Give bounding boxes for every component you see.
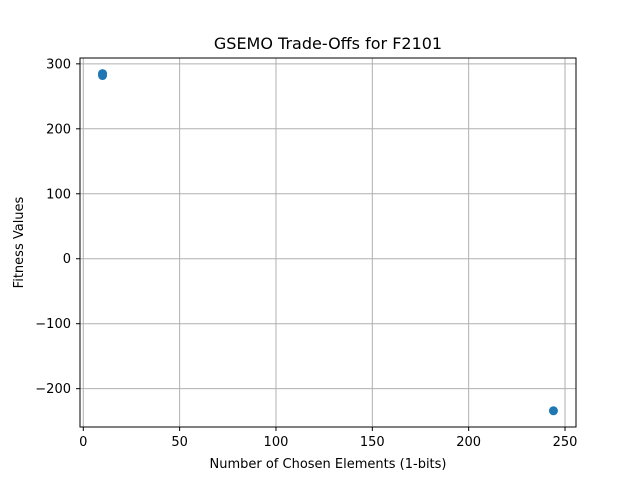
y-tick-label: 0 — [63, 252, 71, 267]
x-tick-label: 150 — [360, 435, 385, 450]
y-axis-ticks: −200 −100 0 100 200 300 — [35, 57, 80, 397]
x-axis-label: Number of Chosen Elements (1-bits) — [210, 457, 447, 472]
x-tick-label: 50 — [171, 435, 188, 450]
grid — [80, 58, 576, 427]
x-tick-label: 250 — [553, 435, 578, 450]
x-axis-ticks: 0 50 100 150 200 250 — [79, 427, 577, 450]
plot-frame — [79, 57, 577, 428]
y-tick-label: 100 — [46, 187, 71, 202]
data-points — [98, 69, 558, 416]
data-point — [98, 71, 108, 81]
data-point — [548, 406, 558, 416]
y-tick-label: 200 — [46, 122, 71, 137]
x-tick-label: 100 — [264, 435, 289, 450]
x-tick-label: 200 — [456, 435, 481, 450]
x-tick-label: 0 — [79, 435, 87, 450]
y-tick-label: −100 — [35, 317, 71, 332]
y-tick-label: −200 — [35, 382, 71, 397]
chart-title: GSEMO Trade-Offs for F2101 — [214, 34, 442, 53]
y-axis-label: Fitness Values — [12, 196, 27, 288]
y-tick-label: 300 — [46, 57, 71, 72]
